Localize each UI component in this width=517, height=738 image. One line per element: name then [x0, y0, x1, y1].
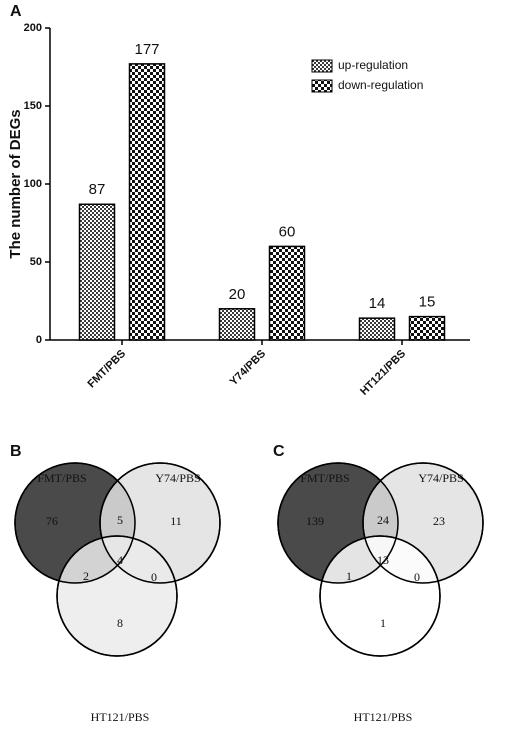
value-label: 87 — [89, 181, 106, 198]
y-tick-label: 200 — [24, 22, 42, 34]
y-tick-label: 100 — [24, 178, 42, 190]
panel-label: A — [10, 3, 22, 20]
value-label: 14 — [369, 295, 386, 312]
x-tick-label: FMT/PBS — [86, 348, 129, 391]
value-label: 20 — [229, 286, 246, 303]
legend-swatch — [311, 59, 333, 73]
panel-label: B — [10, 443, 22, 460]
legend-label: down-regulation — [338, 78, 423, 92]
legend-swatch — [311, 79, 333, 93]
bar — [218, 308, 256, 341]
region-count: 23 — [433, 514, 445, 528]
set-label: Y74/PBS — [418, 471, 463, 485]
bar — [268, 245, 306, 341]
region-count: 13 — [377, 553, 389, 567]
region-count: 8 — [117, 616, 123, 630]
region-count: 24 — [377, 513, 389, 527]
bar — [128, 63, 166, 341]
set-label: FMT/PBS — [300, 471, 349, 485]
bar — [408, 315, 446, 341]
bar — [78, 203, 116, 341]
region-count: 0 — [151, 570, 157, 584]
region-count: 76 — [46, 514, 58, 528]
set-label: Y74/PBS — [155, 471, 200, 485]
value-label: 177 — [134, 41, 159, 58]
set-label: HT121/PBS — [354, 710, 413, 724]
value-label: 15 — [419, 294, 436, 311]
region-count: 5 — [117, 513, 123, 527]
region-count: 4 — [117, 553, 123, 567]
y-tick-label: 50 — [30, 256, 42, 268]
venn-outline — [14, 462, 136, 584]
region-count: 1 — [346, 569, 352, 583]
region-count: 11 — [170, 514, 182, 528]
region-count: 1 — [380, 616, 386, 630]
set-label: FMT/PBS — [37, 471, 86, 485]
region-count: 139 — [306, 514, 324, 528]
legend-label: up-regulation — [338, 58, 408, 72]
venn-outline — [362, 462, 484, 584]
set-label: HT121/PBS — [91, 710, 150, 724]
y-tick-label: 0 — [36, 334, 42, 346]
region-count: 2 — [83, 569, 89, 583]
panel-label: C — [273, 443, 285, 460]
venn-outline — [99, 462, 221, 584]
bar — [358, 317, 396, 341]
venn-outline — [319, 535, 441, 657]
region-count: 0 — [414, 570, 420, 584]
x-tick-label: HT121/PBS — [358, 348, 408, 398]
y-axis-label: The number of DEGs — [7, 109, 24, 258]
x-tick-label: Y74/PBS — [228, 348, 268, 388]
value-label: 60 — [279, 223, 296, 240]
venn-outline — [56, 535, 178, 657]
venn-outline — [277, 462, 399, 584]
y-tick-label: 150 — [24, 100, 42, 112]
